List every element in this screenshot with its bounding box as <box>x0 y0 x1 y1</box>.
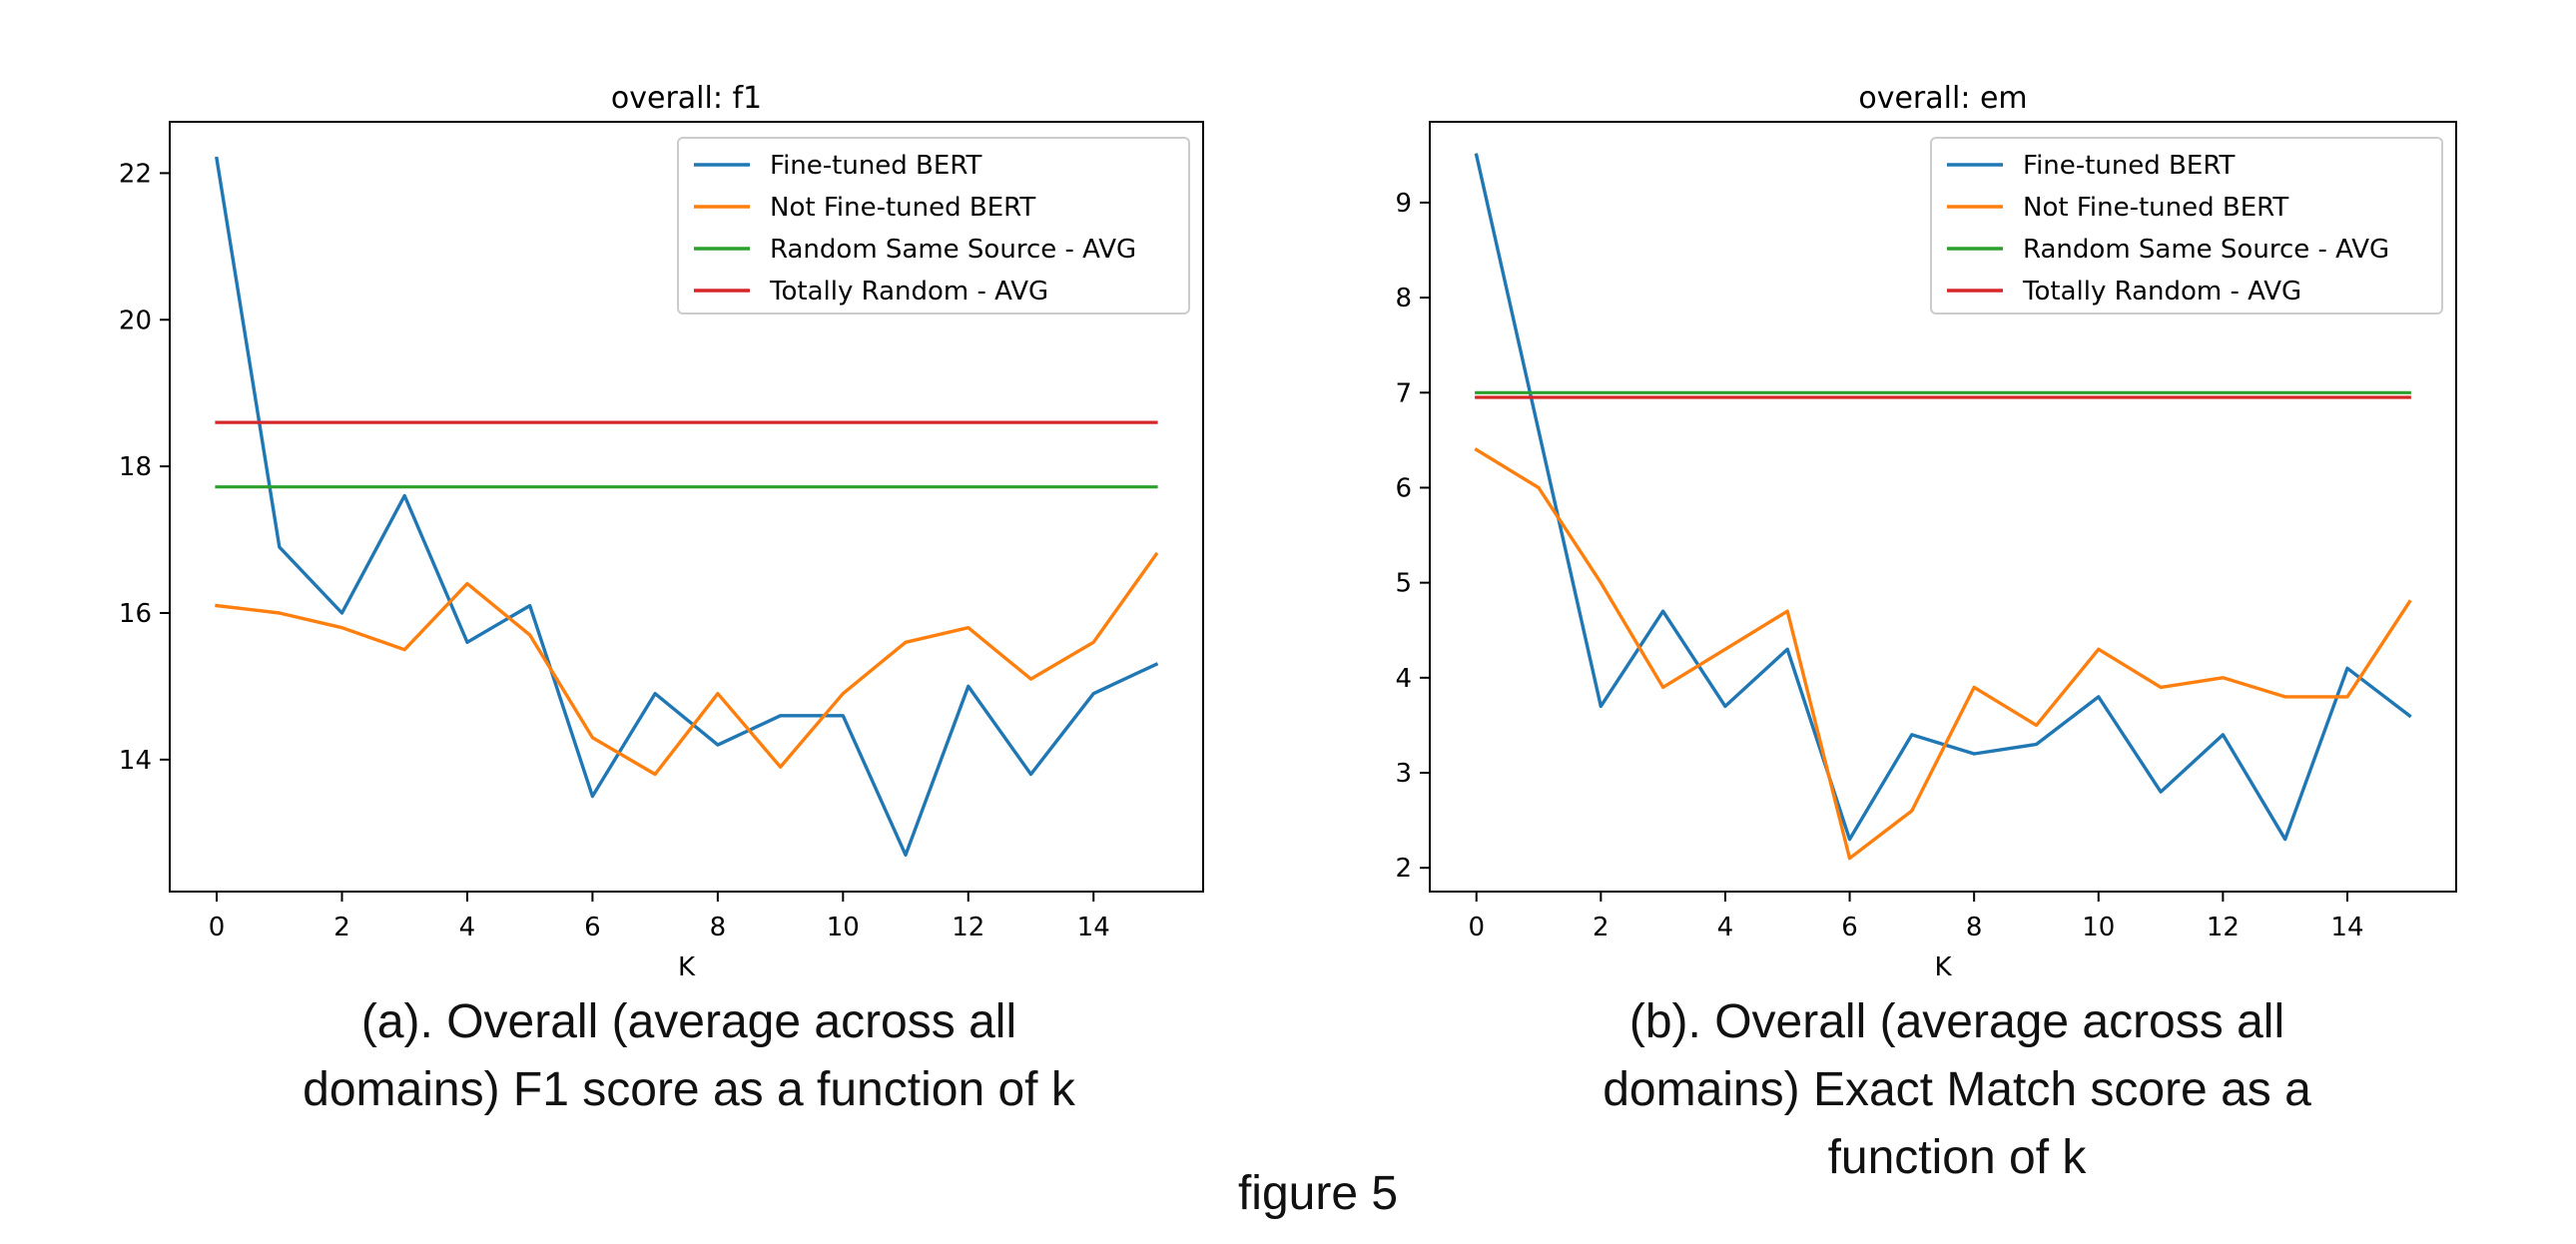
y-tick-label: 6 <box>1395 473 1412 503</box>
y-tick-label: 18 <box>119 452 152 482</box>
chart-title: overall: em <box>1858 81 2027 116</box>
caption-a-line-2: domains) F1 score as a function of k <box>303 1063 1075 1116</box>
series-line-not-fine-tuned-bert <box>1474 447 2412 861</box>
legend-label: Not Fine-tuned BERT <box>2023 193 2288 223</box>
y-tick-label: 2 <box>1395 854 1412 884</box>
legend: Fine-tuned BERT Not Fine-tuned BERT Random… <box>677 137 1190 314</box>
x-tick-label: 4 <box>1717 913 1734 942</box>
x-tick-label: 8 <box>1966 913 1983 942</box>
y-tick-label: 22 <box>119 159 152 189</box>
y-tick-label: 5 <box>1395 569 1412 599</box>
chart-panel-em: 0 2 4 6 8 10 12 14 2 3 4 5 6 7 8 9 overall: em K Fine-tune… <box>1395 81 2457 982</box>
legend-box <box>677 137 1190 314</box>
legend-label: Not Fine-tuned BERT <box>770 193 1035 223</box>
x-tick-label: 10 <box>827 913 860 942</box>
x-tick-label: 0 <box>209 913 226 942</box>
caption-a: (a). Overall (average across all domains… <box>180 988 1198 1124</box>
y-tick-label: 14 <box>119 746 152 776</box>
legend-label: Random Same Source - AVG <box>2023 235 2389 265</box>
y-tick-label: 7 <box>1395 378 1412 408</box>
caption-b-line-2: domains) Exact Match score as a <box>1603 1063 2311 1116</box>
caption-b-line-3: function of k <box>1827 1131 2087 1184</box>
y-tick-label: 16 <box>119 599 152 629</box>
series-line-not-fine-tuned-bert <box>215 551 1159 777</box>
x-tick-label: 8 <box>710 913 727 942</box>
legend-label: Fine-tuned BERT <box>2023 151 2235 181</box>
x-tick-label: 12 <box>952 913 984 942</box>
plot-frame <box>1429 121 2457 893</box>
chart-panel-f1: 0 2 4 6 8 10 12 14 14 16 18 20 22 overall: f1 K Fine-tu… <box>119 81 1204 982</box>
caption-b: (b). Overall (average across all domains… <box>1438 988 2476 1192</box>
y-tick-label: 9 <box>1395 189 1412 219</box>
y-tick-label: 4 <box>1395 664 1412 694</box>
y-tick-label: 20 <box>119 306 152 335</box>
x-tick-label: 10 <box>2082 913 2115 942</box>
x-axis-label: K <box>678 952 696 982</box>
x-tick-label: 4 <box>459 913 476 942</box>
legend-box <box>1930 137 2443 314</box>
series-line-fine-tuned-bert <box>215 156 1159 857</box>
x-tick-label: 2 <box>1593 913 1610 942</box>
x-tick-label: 12 <box>2207 913 2240 942</box>
legend-label: Random Same Source - AVG <box>770 235 1136 265</box>
x-axis-label: K <box>1934 952 1952 982</box>
x-tick-label: 6 <box>584 913 601 942</box>
figure-label: figure 5 <box>1237 1167 1399 1220</box>
x-tick-label: 14 <box>1077 913 1110 942</box>
legend-label: Totally Random - AVG <box>769 277 1048 307</box>
plot-frame <box>169 121 1204 893</box>
caption-b-line-1: (b). Overall (average across all <box>1628 995 2285 1048</box>
legend-label: Totally Random - AVG <box>2022 277 2301 307</box>
x-tick-label: 14 <box>2330 913 2363 942</box>
x-tick-label: 0 <box>1468 913 1485 942</box>
y-tick-label: 3 <box>1395 759 1412 789</box>
x-tick-label: 6 <box>1841 913 1858 942</box>
x-tick-label: 2 <box>333 913 350 942</box>
series-line-fine-tuned-bert <box>1474 153 2412 842</box>
chart-title: overall: f1 <box>611 81 762 116</box>
legend: Fine-tuned BERT Not Fine-tuned BERT Random… <box>1930 137 2443 314</box>
y-tick-label: 8 <box>1395 284 1412 313</box>
legend-label: Fine-tuned BERT <box>770 151 981 181</box>
caption-a-line-1: (a). Overall (average across all <box>360 995 1017 1048</box>
